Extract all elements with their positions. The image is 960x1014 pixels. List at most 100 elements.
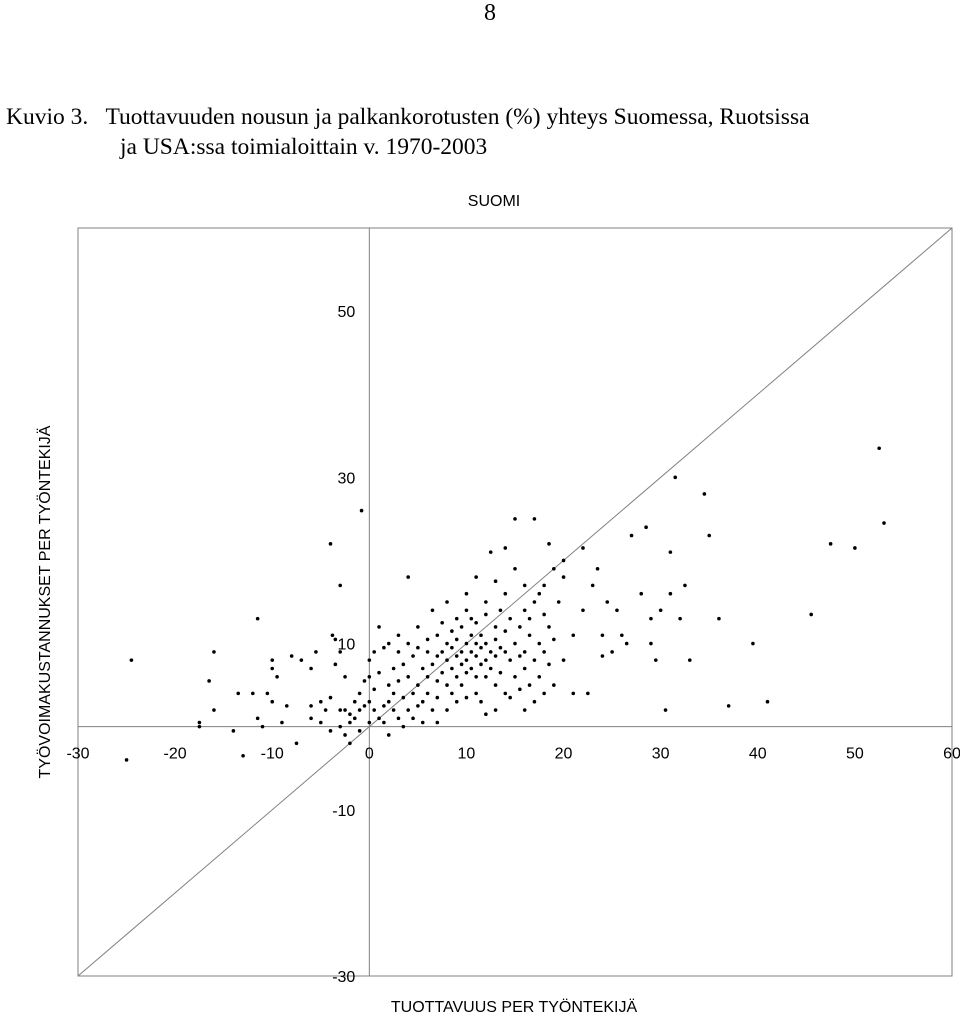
data-point — [197, 724, 202, 729]
data-point — [581, 546, 585, 550]
data-point — [571, 691, 576, 696]
data-point — [586, 691, 590, 696]
data-point — [518, 687, 522, 692]
data-point — [372, 687, 376, 692]
data-point — [352, 699, 357, 704]
data-point — [440, 670, 444, 675]
data-point — [605, 600, 610, 604]
y-axis-title: TYÖVOIMAKUSTANNUKSET PER TYÖNTEKIJÄ — [36, 425, 54, 778]
data-point — [484, 658, 488, 662]
data-point — [474, 654, 478, 658]
data-point — [809, 612, 813, 617]
data-point — [284, 704, 289, 708]
data-points — [124, 446, 886, 762]
data-point — [552, 637, 556, 642]
data-point — [484, 612, 488, 617]
data-point — [401, 724, 406, 729]
data-point — [561, 575, 566, 579]
data-point — [518, 625, 522, 629]
data-point — [411, 654, 415, 658]
data-point — [668, 591, 673, 596]
data-point — [503, 650, 508, 654]
data-point — [359, 508, 364, 513]
data-point — [236, 691, 241, 696]
data-point — [537, 591, 542, 596]
data-point — [309, 704, 313, 708]
data-point — [435, 654, 440, 658]
data-point — [338, 583, 343, 588]
data-point — [425, 691, 430, 696]
data-point — [474, 691, 478, 696]
y-tick-label: -30 — [332, 969, 355, 986]
data-point — [707, 533, 712, 538]
data-point — [751, 641, 755, 646]
data-point — [357, 691, 362, 696]
x-tick-label: -30 — [66, 746, 89, 763]
x-tick-label: 30 — [652, 746, 670, 763]
data-point — [726, 704, 731, 708]
data-point — [425, 637, 430, 642]
data-point — [454, 637, 459, 642]
data-point — [532, 600, 537, 604]
data-point — [459, 650, 464, 654]
data-point — [197, 720, 202, 725]
data-point — [629, 533, 634, 538]
data-point — [411, 716, 415, 721]
data-point — [377, 670, 381, 675]
data-point — [590, 583, 595, 588]
data-point — [348, 741, 352, 746]
data-point — [406, 675, 410, 679]
data-point — [212, 708, 216, 712]
data-point — [654, 658, 658, 662]
data-point — [537, 675, 542, 679]
data-point — [338, 724, 343, 729]
data-point — [435, 633, 440, 638]
data-point — [435, 720, 440, 725]
data-point — [445, 683, 449, 687]
y-tick-labels: -30 -10 10 30 50 — [332, 304, 355, 986]
data-point — [488, 666, 493, 671]
data-point — [561, 558, 566, 563]
data-point — [343, 733, 347, 737]
data-point — [280, 720, 284, 725]
figure-caption: Kuvio 3. Tuottavuuden nousun ja palkanko… — [6, 102, 956, 162]
data-point — [251, 691, 255, 696]
data-point — [513, 641, 517, 646]
data-point — [464, 695, 469, 700]
y-tick-label: -10 — [332, 803, 355, 820]
data-point — [484, 675, 488, 679]
data-point — [396, 716, 401, 721]
data-point — [552, 566, 556, 571]
x-tick-label: 50 — [846, 746, 864, 763]
data-point — [688, 658, 692, 662]
data-point — [377, 625, 381, 629]
data-point — [450, 666, 454, 671]
x-tick-label: 10 — [458, 746, 476, 763]
x-tick-label: 40 — [749, 746, 767, 763]
data-point — [391, 708, 396, 712]
data-point — [508, 616, 512, 621]
data-point — [552, 683, 556, 687]
data-point — [464, 591, 469, 596]
data-point — [503, 691, 508, 696]
data-point — [493, 579, 498, 584]
data-point — [445, 641, 449, 646]
data-point — [260, 724, 265, 729]
data-point — [532, 517, 537, 521]
data-point — [498, 608, 503, 613]
data-point — [488, 550, 493, 554]
data-point — [532, 658, 537, 662]
data-point — [639, 591, 644, 596]
data-point — [542, 650, 546, 654]
data-point — [386, 733, 391, 737]
data-point — [542, 612, 546, 617]
data-point — [615, 608, 619, 613]
data-point — [416, 645, 420, 650]
plot-area-border — [77, 227, 953, 977]
data-point — [450, 629, 454, 633]
data-point — [212, 650, 216, 654]
data-point — [377, 716, 381, 721]
data-point — [828, 542, 833, 546]
data-point — [518, 654, 522, 658]
data-point — [484, 600, 488, 604]
